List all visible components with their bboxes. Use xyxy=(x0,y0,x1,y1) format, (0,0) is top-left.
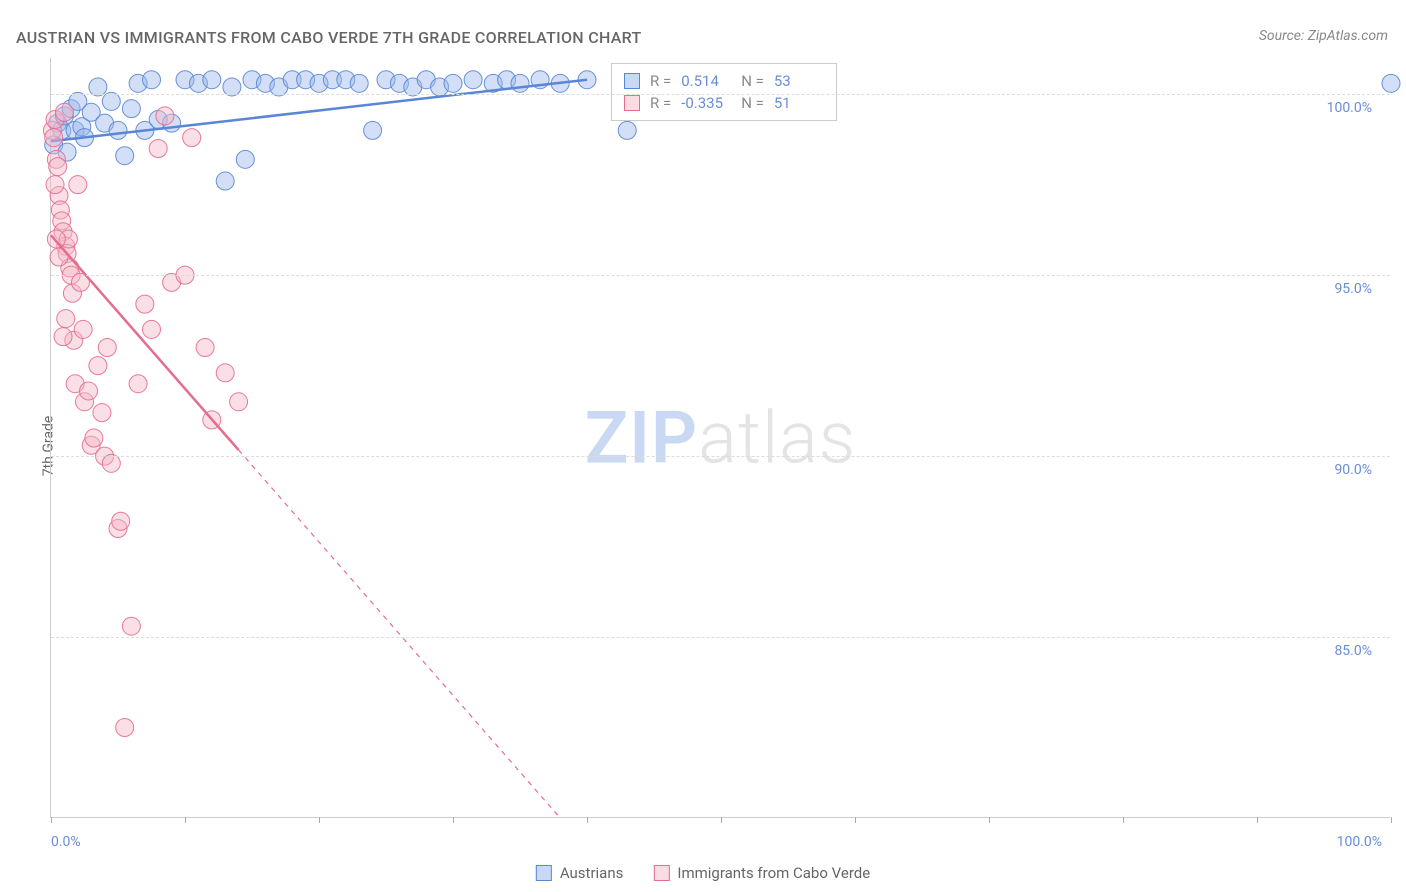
data-point xyxy=(54,328,72,346)
data-point xyxy=(143,320,161,338)
x-tick xyxy=(587,817,588,823)
data-point xyxy=(69,176,87,194)
gridline xyxy=(51,456,1390,457)
data-point xyxy=(45,129,63,147)
data-point xyxy=(74,320,92,338)
data-point xyxy=(183,129,201,147)
source-attribution: Source: ZipAtlas.com xyxy=(1259,28,1388,44)
plot-area: ZIPatlas R =0.514N =53R =-0.335N =51 85.… xyxy=(50,58,1390,818)
data-point xyxy=(143,71,161,89)
stat-r-value: 0.514 xyxy=(681,72,731,90)
data-point xyxy=(98,339,116,357)
stat-r-label: R = xyxy=(650,94,671,112)
stat-r-value: -0.335 xyxy=(681,94,731,112)
gridline xyxy=(51,94,1390,95)
x-tick xyxy=(51,817,52,823)
data-point xyxy=(149,139,167,157)
legend-label: Austrians xyxy=(560,864,624,882)
data-point xyxy=(89,357,107,375)
series-swatch xyxy=(624,95,640,111)
data-point xyxy=(122,617,140,635)
data-point xyxy=(85,429,103,447)
stats-box: R = 0.514 N = 53 R = -0.335 N = 51 xyxy=(611,63,837,121)
legend-item: Immigrants from Cabo Verde xyxy=(653,864,870,882)
y-tick-label: 95.0% xyxy=(1334,281,1372,297)
x-tick xyxy=(185,817,186,823)
stat-n-label: N = xyxy=(741,72,764,90)
stat-n-label: N = xyxy=(741,94,764,112)
stats-row: R = -0.335 N = 51 xyxy=(624,92,824,114)
y-tick-label: 90.0% xyxy=(1334,462,1372,478)
data-point xyxy=(46,176,64,194)
gridline xyxy=(51,275,1390,276)
x-tick xyxy=(319,817,320,823)
x-tick xyxy=(721,817,722,823)
x-tick xyxy=(1257,817,1258,823)
legend: Austrians Immigrants from Cabo Verde xyxy=(536,864,870,882)
legend-swatch xyxy=(653,865,669,881)
y-tick-label: 85.0% xyxy=(1334,643,1372,659)
stat-n-value: 51 xyxy=(774,94,824,112)
stats-row: R = 0.514 N = 53 xyxy=(624,70,824,92)
data-point xyxy=(57,310,75,328)
data-point xyxy=(464,71,482,89)
series-swatch xyxy=(624,73,640,89)
chart-svg xyxy=(51,58,1390,817)
trendline-dashed xyxy=(239,450,561,818)
x-tick xyxy=(989,817,990,823)
data-point xyxy=(112,512,130,530)
data-point xyxy=(129,375,147,393)
x-tick xyxy=(855,817,856,823)
x-tick xyxy=(1123,817,1124,823)
gridline xyxy=(51,637,1390,638)
data-point xyxy=(618,121,636,139)
data-point xyxy=(196,339,214,357)
data-point xyxy=(236,150,254,168)
data-point xyxy=(49,158,67,176)
data-point xyxy=(55,103,73,121)
data-point xyxy=(216,364,234,382)
data-point xyxy=(109,121,127,139)
legend-swatch xyxy=(536,865,552,881)
data-point xyxy=(156,107,174,125)
data-point xyxy=(116,147,134,165)
legend-label: Immigrants from Cabo Verde xyxy=(677,864,870,882)
data-point xyxy=(122,100,140,118)
legend-item: Austrians xyxy=(536,864,624,882)
data-point xyxy=(444,74,462,92)
data-point xyxy=(350,74,368,92)
stat-r-label: R = xyxy=(650,72,671,90)
x-tick-label: 0.0% xyxy=(51,834,81,850)
data-point xyxy=(80,382,98,400)
stat-n-value: 53 xyxy=(774,72,824,90)
data-point xyxy=(364,121,382,139)
data-point xyxy=(93,404,111,422)
data-point xyxy=(511,74,529,92)
data-point xyxy=(1382,74,1400,92)
data-point xyxy=(203,71,221,89)
y-tick-label: 100.0% xyxy=(1327,100,1372,116)
data-point xyxy=(136,295,154,313)
x-tick-label: 100.0% xyxy=(1337,834,1382,850)
data-point xyxy=(47,230,65,248)
x-tick xyxy=(1391,817,1392,823)
data-point xyxy=(116,719,134,737)
x-tick xyxy=(453,817,454,823)
data-point xyxy=(230,393,248,411)
data-point xyxy=(216,172,234,190)
chart-title: AUSTRIAN VS IMMIGRANTS FROM CABO VERDE 7… xyxy=(16,28,642,47)
